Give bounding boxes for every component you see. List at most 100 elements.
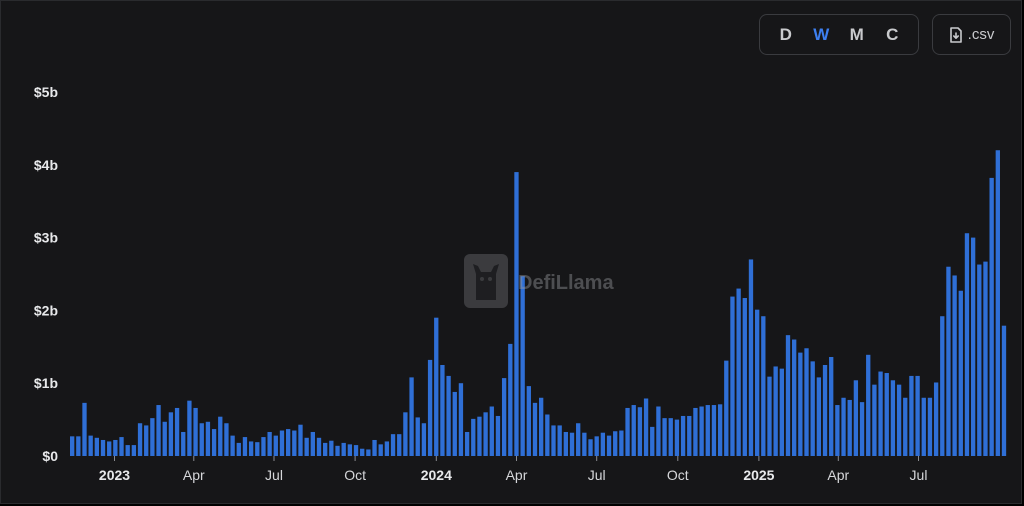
bar[interactable] [767, 376, 772, 456]
bar[interactable] [440, 365, 445, 456]
bar[interactable] [989, 177, 994, 456]
bar[interactable] [162, 421, 167, 456]
bar[interactable] [100, 439, 106, 456]
bar[interactable] [662, 418, 667, 456]
bar[interactable] [187, 400, 192, 456]
bar[interactable] [193, 407, 198, 456]
bar[interactable] [711, 405, 717, 456]
bar[interactable] [952, 275, 957, 456]
bar[interactable] [156, 405, 161, 456]
bar[interactable] [434, 317, 439, 456]
bar[interactable] [261, 437, 266, 456]
bar[interactable] [526, 386, 531, 456]
bar[interactable] [181, 431, 186, 456]
bar[interactable] [409, 377, 414, 456]
bar[interactable] [829, 356, 834, 456]
bar[interactable] [606, 435, 612, 456]
bar[interactable] [983, 261, 988, 456]
bar[interactable] [310, 431, 315, 456]
bar[interactable] [680, 415, 686, 456]
bar[interactable] [631, 405, 636, 456]
bar[interactable] [224, 423, 229, 456]
bar[interactable] [977, 264, 982, 456]
bar[interactable] [878, 371, 883, 456]
bar[interactable] [724, 360, 729, 456]
bar[interactable] [884, 373, 889, 456]
bar[interactable] [779, 368, 784, 456]
bar[interactable] [131, 445, 137, 456]
bar[interactable] [773, 366, 778, 456]
bar[interactable] [144, 425, 149, 456]
bar[interactable] [730, 296, 735, 456]
bar[interactable] [199, 423, 204, 456]
bar[interactable] [211, 429, 217, 456]
bar[interactable] [798, 352, 803, 456]
bar[interactable] [822, 365, 828, 456]
bar[interactable] [859, 402, 865, 456]
bar[interactable] [958, 290, 963, 456]
bar[interactable] [403, 412, 408, 456]
bar[interactable] [847, 399, 852, 456]
bar[interactable] [748, 259, 754, 456]
bar[interactable] [946, 266, 951, 456]
bar[interactable] [933, 382, 939, 456]
bar[interactable] [915, 375, 920, 456]
bar[interactable] [921, 397, 926, 456]
bar[interactable] [600, 432, 606, 456]
bar[interactable] [464, 431, 470, 456]
bar[interactable] [137, 423, 143, 456]
bar[interactable] [347, 444, 353, 456]
bar[interactable] [699, 406, 704, 457]
bar[interactable] [995, 150, 1000, 457]
bar[interactable] [804, 348, 809, 456]
bar[interactable] [273, 435, 278, 456]
bar[interactable] [643, 398, 649, 456]
bar[interactable] [816, 377, 822, 456]
bar[interactable] [940, 316, 945, 456]
bar[interactable] [508, 343, 513, 456]
bar[interactable] [205, 421, 211, 456]
bar[interactable] [341, 442, 346, 456]
bar[interactable] [292, 430, 297, 456]
bar[interactable] [248, 441, 254, 456]
bar[interactable] [785, 335, 791, 456]
bar[interactable] [625, 407, 630, 456]
bar[interactable] [489, 406, 494, 457]
bar[interactable] [458, 383, 464, 456]
bar[interactable] [495, 415, 501, 456]
bar[interactable] [656, 406, 661, 457]
bar[interactable] [761, 316, 766, 456]
bar[interactable] [514, 172, 519, 456]
bar[interactable] [477, 416, 482, 456]
bar[interactable] [927, 397, 933, 456]
bar[interactable] [76, 436, 81, 456]
bar[interactable] [82, 402, 87, 456]
bar[interactable] [427, 359, 433, 456]
bar[interactable] [236, 442, 241, 456]
bar[interactable] [285, 429, 291, 456]
timeframe-weekly-button[interactable]: W [813, 24, 830, 44]
bar[interactable] [483, 412, 488, 456]
bar[interactable] [551, 425, 556, 456]
bar[interactable] [637, 407, 643, 456]
bar[interactable] [717, 404, 723, 456]
bar[interactable] [335, 445, 340, 456]
bar[interactable] [415, 417, 420, 456]
bar[interactable] [304, 437, 309, 456]
bar[interactable] [446, 375, 451, 456]
bar[interactable] [613, 431, 618, 456]
bar[interactable] [792, 339, 797, 456]
bar[interactable] [563, 431, 568, 456]
bar[interactable] [705, 405, 710, 456]
bar[interactable] [569, 432, 575, 456]
bar[interactable] [970, 237, 976, 456]
bar[interactable] [390, 434, 396, 456]
bar[interactable] [736, 288, 741, 456]
bar[interactable] [687, 415, 692, 456]
bar[interactable] [903, 397, 908, 456]
bar[interactable] [742, 298, 747, 456]
bar[interactable] [255, 442, 260, 456]
bar[interactable] [119, 437, 124, 456]
bar[interactable] [366, 449, 371, 456]
bar[interactable] [70, 436, 75, 456]
